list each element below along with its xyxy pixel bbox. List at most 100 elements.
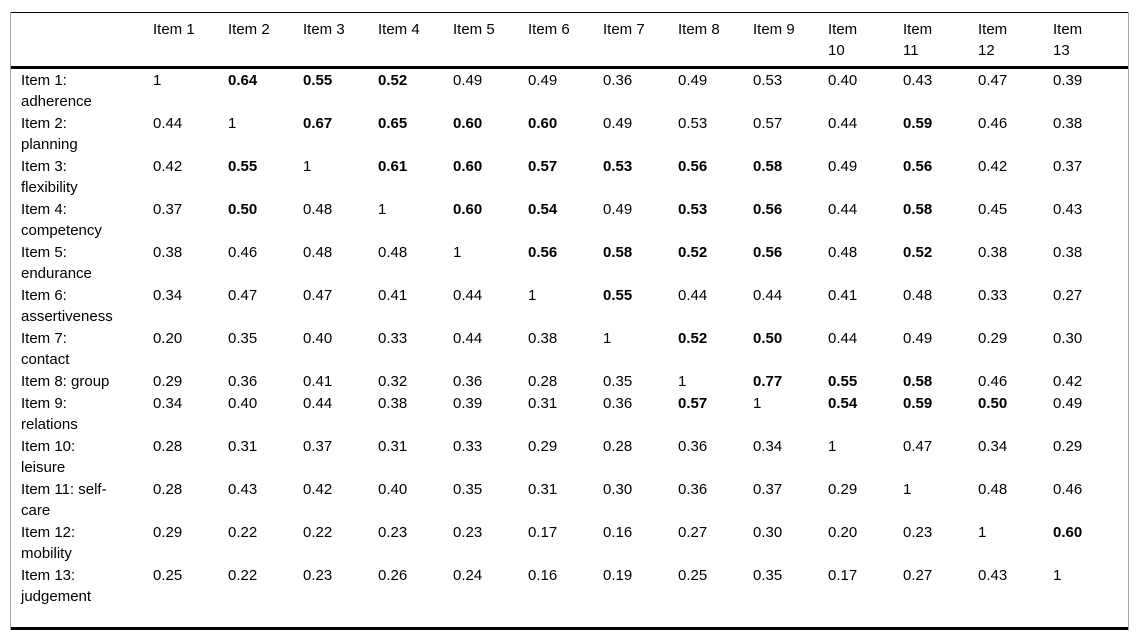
matrix-cell: 0.16 [603,524,633,541]
matrix-cell: 0.20 [153,330,183,347]
table-row-item-9: Item 9: relations 0.34 0.40 0.44 0.38 0.39 0.3… [11,392,1128,435]
matrix-cell: 0.49 [1053,395,1083,412]
matrix-cell: 0.42 [1053,373,1083,390]
table-row-item-3: Item 3: flexibility 0.42 0.55 1 0.61 0.60 0.57… [11,155,1128,198]
matrix-cell: 0.30 [1053,330,1083,347]
matrix-cell: 0.34 [153,287,183,304]
matrix-cell: 0.31 [378,438,408,455]
matrix-cell: 0.48 [303,201,333,218]
matrix-cell: 0.46 [978,373,1008,390]
matrix-cell: 0.59 [903,395,933,412]
matrix-cell: 0.41 [303,373,333,390]
matrix-cell: 0.52 [678,330,708,347]
matrix-cell: 1 [303,158,312,175]
matrix-cell: 0.50 [978,395,1008,412]
row-label: Item 8: group [21,373,110,390]
matrix-cell: 0.30 [603,481,633,498]
matrix-cell: 0.55 [603,287,633,304]
matrix-cell: 0.33 [378,330,408,347]
matrix-cell: 0.27 [903,567,933,584]
matrix-cell: 0.36 [603,72,633,89]
table-row-item-5: Item 5: endurance 0.38 0.46 0.48 0.48 1 0.56 0.… [11,241,1128,284]
matrix-cell: 1 [978,524,987,541]
matrix-cell: 0.53 [603,158,633,175]
table-row-item-12: Item 12: mobility 0.29 0.22 0.22 0.23 0.23 0.1… [11,521,1128,564]
column-header-item-6: Item 6 [528,12,603,69]
matrix-cell: 0.55 [303,72,333,89]
matrix-cell: 0.40 [228,395,258,412]
matrix-cell: 0.36 [678,438,708,455]
matrix-cell: 0.43 [1053,201,1083,218]
matrix-cell: 0.53 [753,72,783,89]
matrix-cell: 0.27 [678,524,708,541]
matrix-cell: 0.41 [828,287,858,304]
matrix-cell: 0.60 [453,158,483,175]
table-row-item-7: Item 7: contact 0.20 0.35 0.40 0.33 0.44 0.38 1… [11,327,1128,370]
matrix-cell: 0.26 [378,567,408,584]
matrix-cell: 0.48 [303,244,333,261]
matrix-cell: 0.35 [228,330,258,347]
matrix-cell: 0.29 [528,438,558,455]
matrix-cell: 0.36 [453,373,483,390]
matrix-cell: 0.39 [453,395,483,412]
row-label: Item 7: contact [21,330,70,368]
row-label: Item 4: competency [21,201,102,239]
matrix-cell: 1 [828,438,837,455]
matrix-cell: 0.54 [828,395,858,412]
matrix-cell: 0.47 [228,287,258,304]
column-header-item-4: Item 4 [378,12,453,69]
column-header-item-1: Item 1 [153,12,228,69]
matrix-cell: 0.43 [228,481,258,498]
table-row-item-8: Item 8: group 0.29 0.36 0.41 0.32 0.36 0.28 0.3… [11,370,1128,392]
matrix-cell: 0.33 [978,287,1008,304]
matrix-cell: 0.49 [603,201,633,218]
matrix-cell: 0.44 [828,115,858,132]
row-label: Item 6: assertiveness [21,287,113,325]
matrix-cell: 0.20 [828,524,858,541]
matrix-cell: 0.37 [303,438,333,455]
matrix-cell: 1 [228,115,237,132]
matrix-cell: 0.31 [528,481,558,498]
matrix-cell: 1 [378,201,387,218]
row-label: Item 1: adherence [21,72,92,110]
column-header-item-3: Item 3 [303,12,378,69]
column-header-item-7: Item 7 [603,12,678,69]
table-row-item-4: Item 4: competency 0.37 0.50 0.48 1 0.60 0.54 0… [11,198,1128,241]
matrix-cell: 0.39 [1053,72,1083,89]
matrix-cell: 0.47 [978,72,1008,89]
matrix-cell: 0.49 [528,72,558,89]
correlation-matrix-table: Item 1 Item 2 Item 3 Item 4 Item 5 Item 6 Item… [10,12,1129,630]
matrix-cell: 0.22 [303,524,333,541]
row-label: Item 5: endurance [21,244,92,282]
matrix-cell: 0.23 [378,524,408,541]
matrix-cell: 0.29 [1053,438,1083,455]
row-label: Item 3: flexibility [21,158,78,196]
matrix-cell: 0.19 [603,567,633,584]
matrix-cell: 0.58 [903,373,933,390]
matrix-cell: 0.57 [678,395,708,412]
matrix-cell: 0.37 [153,201,183,218]
column-header-item-9: Item 9 [753,12,828,69]
matrix-cell: 0.58 [903,201,933,218]
matrix-cell: 0.49 [453,72,483,89]
matrix-cell: 0.55 [228,158,258,175]
matrix-cell: 1 [1053,567,1062,584]
matrix-cell: 0.34 [978,438,1008,455]
matrix-cell: 0.60 [1053,524,1083,541]
matrix-cell: 0.61 [378,158,408,175]
matrix-cell: 0.44 [153,115,183,132]
matrix-cell: 0.33 [453,438,483,455]
table-body: Item 1: adherence 1 0.64 0.55 0.52 0.49 0.49 0.… [11,68,1128,629]
matrix-cell: 0.60 [528,115,558,132]
table-row-item-13: Item 13: judgement 0.25 0.22 0.23 0.26 0.24 0.… [11,564,1128,629]
matrix-table: Item 1 Item 2 Item 3 Item 4 Item 5 Item 6 Item… [11,12,1128,630]
matrix-cell: 0.34 [753,438,783,455]
column-header-item-5: Item 5 [453,12,528,69]
matrix-cell: 0.34 [153,395,183,412]
matrix-cell: 0.25 [153,567,183,584]
matrix-cell: 1 [678,373,687,390]
matrix-cell: 0.43 [903,72,933,89]
column-header-item-10: Item 10 [828,12,903,69]
matrix-cell: 0.48 [828,244,858,261]
table-row-item-2: Item 2: planning 0.44 1 0.67 0.65 0.60 0.60 0.4… [11,112,1128,155]
